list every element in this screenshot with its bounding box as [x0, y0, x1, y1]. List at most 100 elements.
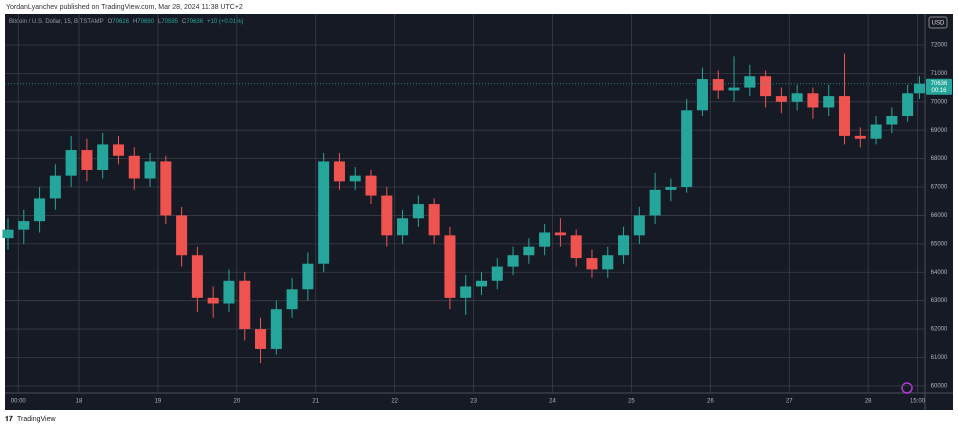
- candle-body: [902, 93, 914, 116]
- x-tick-label: 15:00: [910, 399, 926, 405]
- candle-body: [207, 297, 219, 304]
- candle-body: [886, 115, 898, 125]
- candle-body: [318, 161, 330, 264]
- brand: TradingView: [17, 416, 56, 423]
- candle-body: [775, 96, 787, 102]
- y-tick-label: 60000: [931, 383, 948, 389]
- candle-body: [397, 218, 409, 236]
- candle-body: [823, 96, 835, 108]
- candle-body: [712, 79, 724, 91]
- candle-body: [696, 79, 708, 111]
- candle-body: [81, 150, 93, 170]
- candle-body: [160, 161, 172, 216]
- candle-body: [665, 187, 677, 190]
- candle-body: [34, 198, 46, 222]
- candle-body: [539, 232, 551, 247]
- candle-body: [18, 221, 30, 230]
- y-tick-label: 62000: [931, 327, 948, 333]
- candle-body: [870, 124, 882, 139]
- grid: [5, 14, 925, 393]
- legend-line: Bitcoin / U.S. Dollar, 15, BITSTAMP O7062…: [9, 19, 243, 25]
- candle-body: [286, 289, 298, 310]
- candle-body: [913, 83, 925, 94]
- publish-header: YordanLyanchev published on TradingView.…: [6, 4, 243, 11]
- candle-body: [649, 189, 661, 216]
- x-tick-label: 18: [76, 399, 83, 405]
- ohlc-value: 70595: [161, 19, 178, 25]
- candle-body: [2, 229, 14, 239]
- candle-body: [270, 309, 282, 349]
- candle-body: [475, 280, 488, 287]
- x-tick-label: 27: [786, 399, 793, 405]
- x-tick-label: 23: [470, 399, 477, 405]
- candle-body: [239, 280, 251, 330]
- candle-body: [144, 161, 156, 179]
- candle-body: [49, 175, 61, 199]
- candle-body: [586, 258, 598, 270]
- x-tick-label: 00:00: [11, 399, 27, 405]
- candle-body: [728, 87, 740, 91]
- candle-body: [333, 161, 345, 182]
- y-tick-label: 63000: [931, 298, 948, 304]
- candle-body: [255, 329, 267, 349]
- symbol: Bitcoin / U.S. Dollar, 15, BITSTAMP: [9, 19, 104, 25]
- candle-body: [428, 204, 440, 236]
- ohlc-label: L: [158, 19, 162, 25]
- y-tick-label: 69000: [931, 128, 948, 134]
- last-price-label: 70636: [931, 81, 948, 87]
- ohlc-label: H: [133, 19, 137, 25]
- y-tick-label: 72000: [931, 43, 948, 49]
- candle-body: [491, 266, 503, 281]
- candle-body: [381, 195, 393, 236]
- x-tick-label: 25: [628, 399, 635, 405]
- candle-body: [838, 96, 851, 136]
- candle-body: [349, 175, 361, 182]
- currency-box[interactable]: [928, 16, 948, 29]
- y-tick-label: 66000: [931, 213, 948, 219]
- x-tick-label: 26: [707, 399, 714, 405]
- x-tick-label: 19: [155, 399, 162, 405]
- countdown: 00:16: [931, 88, 947, 94]
- x-tick-label: 28: [865, 399, 872, 405]
- change: +10 (+0.01%): [207, 19, 243, 25]
- x-tick-label: 21: [312, 399, 319, 405]
- currency: USD: [932, 21, 945, 27]
- candle-body: [128, 155, 140, 179]
- candle-body: [365, 175, 377, 196]
- candle-body: [65, 150, 77, 176]
- y-tick-label: 65000: [931, 241, 948, 247]
- y-tick-label: 67000: [931, 185, 948, 191]
- replay-icon[interactable]: [901, 382, 913, 394]
- ohlc-label: C: [182, 19, 187, 25]
- last-price-tag: [926, 78, 952, 95]
- ohlc-value: 70690: [137, 19, 154, 25]
- logo-mark: 𝟏𝟕: [5, 415, 13, 423]
- candle-body: [523, 246, 535, 256]
- candle-body: [854, 135, 866, 139]
- candle-body: [618, 235, 630, 256]
- candle-body: [112, 144, 125, 156]
- x-tick-label: 22: [391, 399, 398, 405]
- candle-body: [444, 235, 456, 298]
- candle-body: [191, 255, 203, 298]
- candle-body: [554, 232, 566, 236]
- candle-body: [412, 204, 424, 219]
- candle-body: [507, 255, 519, 267]
- candle-body: [570, 235, 582, 259]
- candle-body: [744, 76, 756, 88]
- candle-body: [302, 263, 314, 290]
- y-tick-label: 68000: [931, 156, 948, 162]
- candle-body: [760, 76, 772, 97]
- y-tick-label: 71000: [931, 71, 948, 77]
- candle-body: [807, 93, 819, 108]
- y-tick-label: 61000: [931, 355, 948, 361]
- candle-body: [633, 215, 645, 236]
- x-tick-label: 24: [549, 399, 556, 405]
- x-tick-label: 20: [234, 399, 241, 405]
- candle-body: [460, 286, 472, 298]
- candle-body: [602, 255, 614, 270]
- candle-body: [791, 93, 803, 102]
- ohlc-value: 70626: [112, 19, 129, 25]
